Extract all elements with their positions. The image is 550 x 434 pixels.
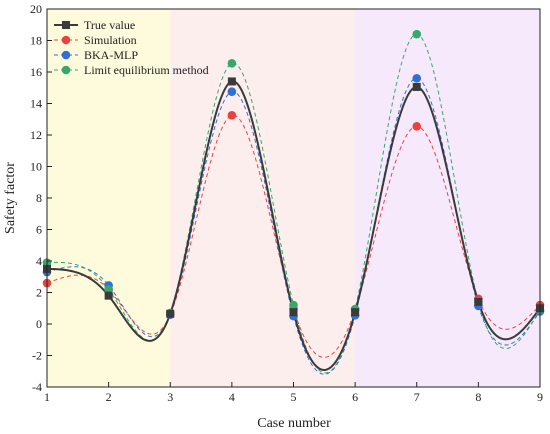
x-tick-label-4: 4 [229, 390, 235, 404]
series-4-point-4 [227, 59, 237, 68]
x-tick-label-7: 7 [414, 390, 420, 404]
series-1-point-3 [166, 309, 175, 318]
series-group [42, 29, 545, 375]
series-4-point-7 [412, 29, 422, 39]
legend-label-2: Simulation [84, 33, 137, 47]
series-3-point-4 [227, 87, 237, 96]
x-tick-label-9: 9 [537, 390, 543, 404]
legend-label-4: Limit equilibrium method [84, 63, 209, 77]
y-tick-label-13: 20 [30, 2, 42, 16]
y-axis-title: Safety factor [3, 162, 18, 234]
series-1-point-6 [351, 308, 360, 317]
x-tick-label-2: 2 [106, 390, 112, 404]
series-3-point-7 [412, 74, 422, 83]
y-tick-label-10: 14 [30, 97, 42, 111]
series-4-point-5 [289, 300, 298, 310]
legend-marker-2 [61, 35, 71, 45]
x-tick-label-3: 3 [167, 390, 173, 404]
legend-marker-4 [61, 65, 71, 75]
x-tick-label-6: 6 [352, 390, 358, 404]
y-tick-label-8: 10 [30, 160, 42, 174]
series-1-point-5 [289, 308, 298, 317]
series-2-point-7 [412, 122, 422, 131]
series-2-point-4 [227, 111, 237, 120]
series-4-point-2 [104, 285, 113, 294]
region-2 [170, 9, 356, 387]
x-tick-label-5: 5 [291, 390, 297, 404]
y-tick-label-6: 6 [36, 223, 42, 237]
background-regions [47, 9, 540, 387]
legend-label-1: True value [84, 18, 135, 32]
legend-marker-1 [62, 21, 70, 29]
y-tick-label-1: -4 [32, 380, 42, 394]
y-tick-label-2: -2 [32, 349, 42, 363]
y-tick-label-9: 12 [30, 128, 42, 142]
legend-marker-3 [61, 50, 71, 60]
y-tick-label-12: 18 [30, 34, 42, 48]
y-tick-label-4: 2 [36, 286, 42, 300]
series-1-point-8 [474, 297, 483, 306]
x-tick-label-8: 8 [475, 390, 481, 404]
x-tick-label-1: 1 [44, 390, 50, 404]
x-axis-title: Case number [257, 416, 331, 431]
region-3 [355, 9, 540, 387]
legend-label-3: BKA-MLP [84, 48, 138, 62]
y-tick-label-11: 16 [30, 65, 42, 79]
series-markers [42, 29, 545, 321]
y-tick-label-5: 4 [36, 254, 42, 268]
y-tick-label-7: 8 [36, 191, 42, 205]
y-tick-label-3: 0 [36, 317, 42, 331]
series-1-point-4 [227, 77, 236, 86]
series-1-point-7 [412, 82, 421, 91]
series-1-point-2 [104, 291, 113, 300]
